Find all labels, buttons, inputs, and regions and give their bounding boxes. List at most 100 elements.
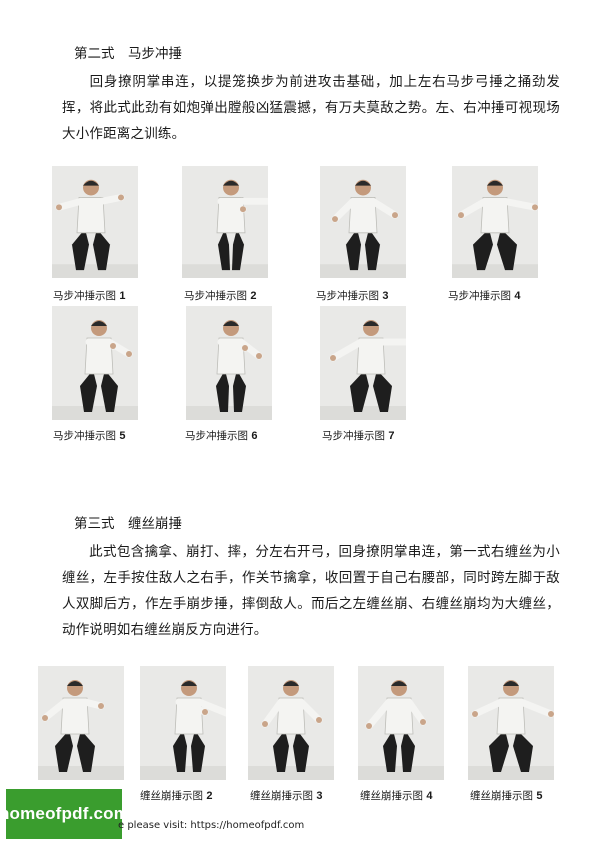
figure-right-hand: [98, 703, 104, 709]
figure-left-arm: [217, 197, 247, 213]
figure-caption: 缠丝崩捶示图 2: [140, 790, 213, 802]
figure-photo: [52, 306, 138, 420]
figure-right-arm: [369, 197, 399, 219]
figure-right-arm: [97, 193, 125, 205]
figure-hair: [355, 180, 371, 186]
figure-illustration: [140, 666, 226, 780]
figure-photo: [358, 666, 444, 780]
figure-photo: [182, 166, 268, 278]
figure-left-hand: [366, 723, 372, 729]
figure-right-arm: [237, 338, 263, 360]
figure-left-hand: [242, 345, 248, 351]
figure-torso: [60, 697, 90, 735]
figure-illustration: [452, 166, 538, 278]
figure-hair: [83, 180, 99, 186]
figure-hair: [223, 321, 239, 326]
section2-paragraph: 回身撩阴掌串连，以提笼换步为前进攻击基础，加上左右马步弓捶之捅劲发挥，将此式此劲…: [62, 74, 560, 142]
figure-torso: [276, 697, 306, 735]
figure-illustration: [320, 306, 406, 420]
figure-left-leg: [216, 370, 229, 412]
footer-link-text[interactable]: e please visit: https://homeofpdf.com: [118, 820, 305, 831]
figure-left-leg: [173, 730, 187, 772]
figure-right-hand: [548, 711, 554, 717]
figure-illustration: [182, 166, 268, 278]
photo-floor: [248, 766, 334, 780]
figure-left-leg: [55, 730, 73, 772]
figure-right-arm: [405, 698, 427, 726]
figure-right-leg: [233, 370, 246, 412]
figure-caption: 缠丝崩捶示图 4: [360, 790, 433, 802]
figure-left-leg: [273, 730, 289, 772]
figure-illustration: [358, 666, 444, 780]
figure-caption: 马步冲捶示图 1: [53, 290, 126, 302]
figure-right-leg: [513, 730, 533, 772]
figure-right-leg: [293, 730, 309, 772]
figure-left-hand: [472, 711, 478, 717]
figure-left-arm: [329, 338, 365, 362]
figure-right-arm: [501, 197, 538, 211]
figure-torso: [496, 697, 526, 735]
figure-left-arm: [365, 698, 393, 730]
figure-right-leg: [401, 730, 415, 772]
figure-left-hand: [240, 206, 246, 213]
figure-left-leg: [346, 228, 361, 271]
figure-caption: 马步冲捶示图 4: [448, 290, 521, 302]
figure-left-arm: [457, 197, 489, 219]
photo-floor: [186, 406, 272, 420]
figure-torso: [480, 197, 510, 234]
figure-illustration: [320, 166, 406, 278]
figure-torso: [76, 197, 106, 234]
figure-caption: 缠丝崩捶示图 3: [250, 790, 323, 802]
section3-paragraph: 此式包含擒拿、崩打、摔，分左右开弓，回身撩阴掌串连，第一式右缠丝为小缠丝，左手按…: [62, 544, 560, 638]
section2-title: 第二式 马步冲捶: [74, 46, 182, 62]
figure-left-leg: [473, 228, 493, 271]
photo-floor: [52, 264, 138, 278]
photo-floor: [320, 264, 406, 278]
figure-right-hand: [316, 717, 322, 723]
photo-floor: [358, 766, 444, 780]
figure-torso: [356, 337, 386, 375]
figure-photo: [452, 166, 538, 278]
figure-illustration: [186, 306, 272, 420]
figure-photo: [52, 166, 138, 278]
figure-right-leg: [497, 228, 517, 271]
figure-caption: 马步冲捶示图 6: [185, 430, 258, 442]
figure-right-hand: [532, 204, 538, 211]
figure-left-hand: [202, 709, 208, 715]
figure-illustration: [248, 666, 334, 780]
figure-hair: [223, 180, 239, 186]
figure-left-hand: [42, 715, 48, 721]
figure-caption: 马步冲捶示图 2: [184, 290, 257, 302]
figure-right-arm: [195, 698, 226, 717]
figure-right-arm: [297, 698, 323, 724]
figure-right-leg: [373, 370, 392, 412]
figure-hair: [181, 681, 197, 686]
figure-torso: [384, 697, 414, 735]
figure-left-arm: [55, 197, 85, 211]
figure-hair: [363, 321, 379, 326]
photo-floor: [38, 766, 124, 780]
homeofpdf-logo[interactable]: homeofpdf.com: [0, 789, 129, 839]
photo-floor: [140, 766, 226, 780]
figure-left-arm: [175, 698, 209, 716]
figure-caption: 马步冲捶示图 7: [322, 430, 395, 442]
figure-right-leg: [101, 370, 118, 412]
figure-caption: 马步冲捶示图 5: [53, 430, 126, 442]
figure-caption: 缠丝崩捶示图 5: [470, 790, 543, 802]
figure-hair: [391, 681, 407, 686]
figure-left-hand: [56, 204, 62, 211]
figure-left-leg: [350, 370, 369, 412]
figure-left-leg: [72, 228, 89, 271]
logo-text: homeofpdf.com: [0, 804, 130, 823]
figure-right-leg: [191, 730, 205, 772]
figure-illustration: [468, 666, 554, 780]
figure-photo: [320, 306, 406, 420]
figure-left-hand: [332, 216, 338, 222]
figure-left-arm: [331, 197, 357, 223]
figure-hair: [487, 180, 503, 186]
figure-right-leg: [93, 228, 110, 271]
figure-photo: [320, 166, 406, 278]
figure-photo: [468, 666, 554, 780]
figure-left-leg: [489, 730, 509, 772]
figure-torso: [348, 197, 378, 234]
